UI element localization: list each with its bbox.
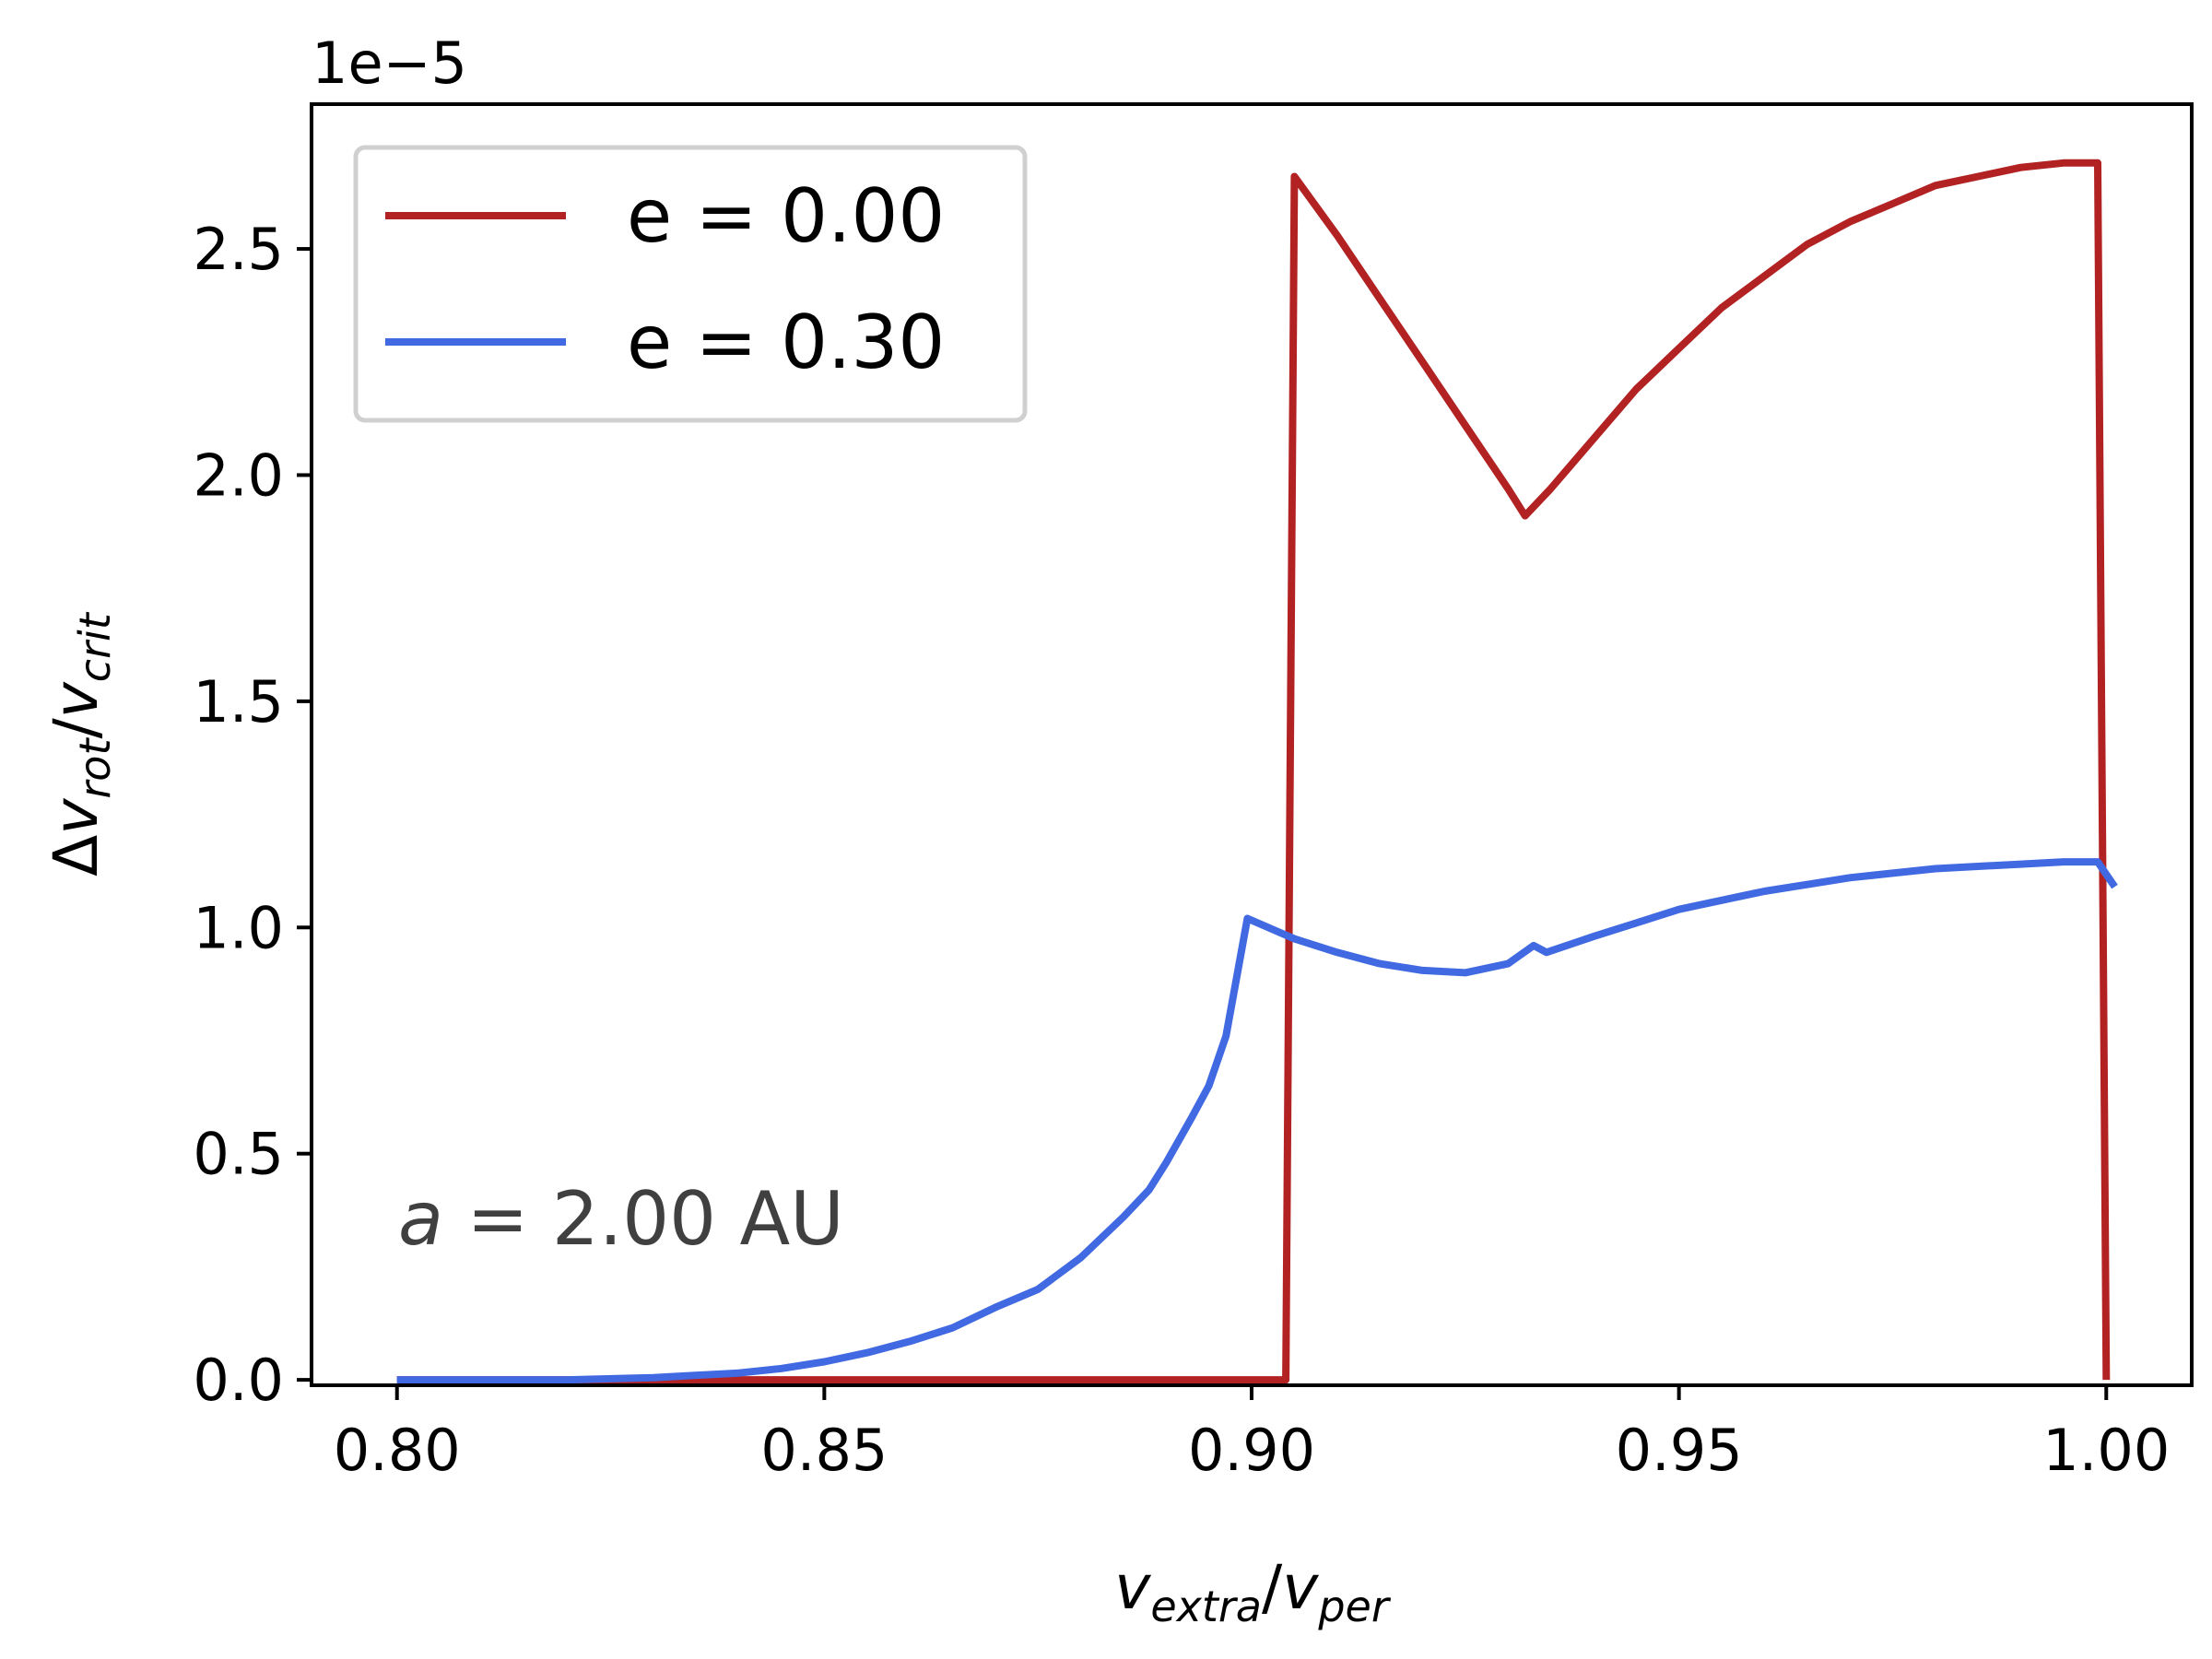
legend: e = 0.00 e = 0.30 [353, 145, 1028, 423]
x-tick-label: 0.80 [334, 1417, 461, 1484]
series-layer [396, 159, 2118, 1384]
annotation-text: a = 2.00 AU [398, 1176, 844, 1262]
legend-label-e000: e = 0.00 [627, 173, 945, 259]
series-line-e000 [396, 159, 2111, 1384]
x-tick-label: 0.90 [1188, 1417, 1315, 1484]
x-tick-label: 0.85 [760, 1417, 888, 1484]
y-tick-label: 0.0 [193, 1347, 284, 1414]
x-axis-ticks: 0.80 0.85 0.90 0.95 1.00 [334, 1385, 2170, 1484]
y-offset-label: 1e−5 [312, 29, 467, 97]
y-tick-label: 1.0 [193, 894, 284, 961]
x-tick-label: 0.95 [1616, 1417, 1743, 1484]
y-axis-label: Δvrot/vcrit [41, 611, 120, 877]
series-line-e030 [396, 858, 2118, 1384]
legend-label-e030: e = 0.30 [627, 300, 945, 385]
y-axis-ticks: 0.0 0.5 1.0 1.5 2.0 2.5 [193, 216, 312, 1414]
y-tick-label: 2.0 [193, 441, 284, 509]
y-tick-label: 2.5 [193, 216, 284, 283]
x-tick-label: 1.00 [2042, 1417, 2170, 1484]
x-axis-label: vextra/vper [1114, 1552, 1392, 1631]
y-tick-label: 1.5 [193, 668, 284, 735]
y-tick-label: 0.5 [193, 1121, 284, 1188]
